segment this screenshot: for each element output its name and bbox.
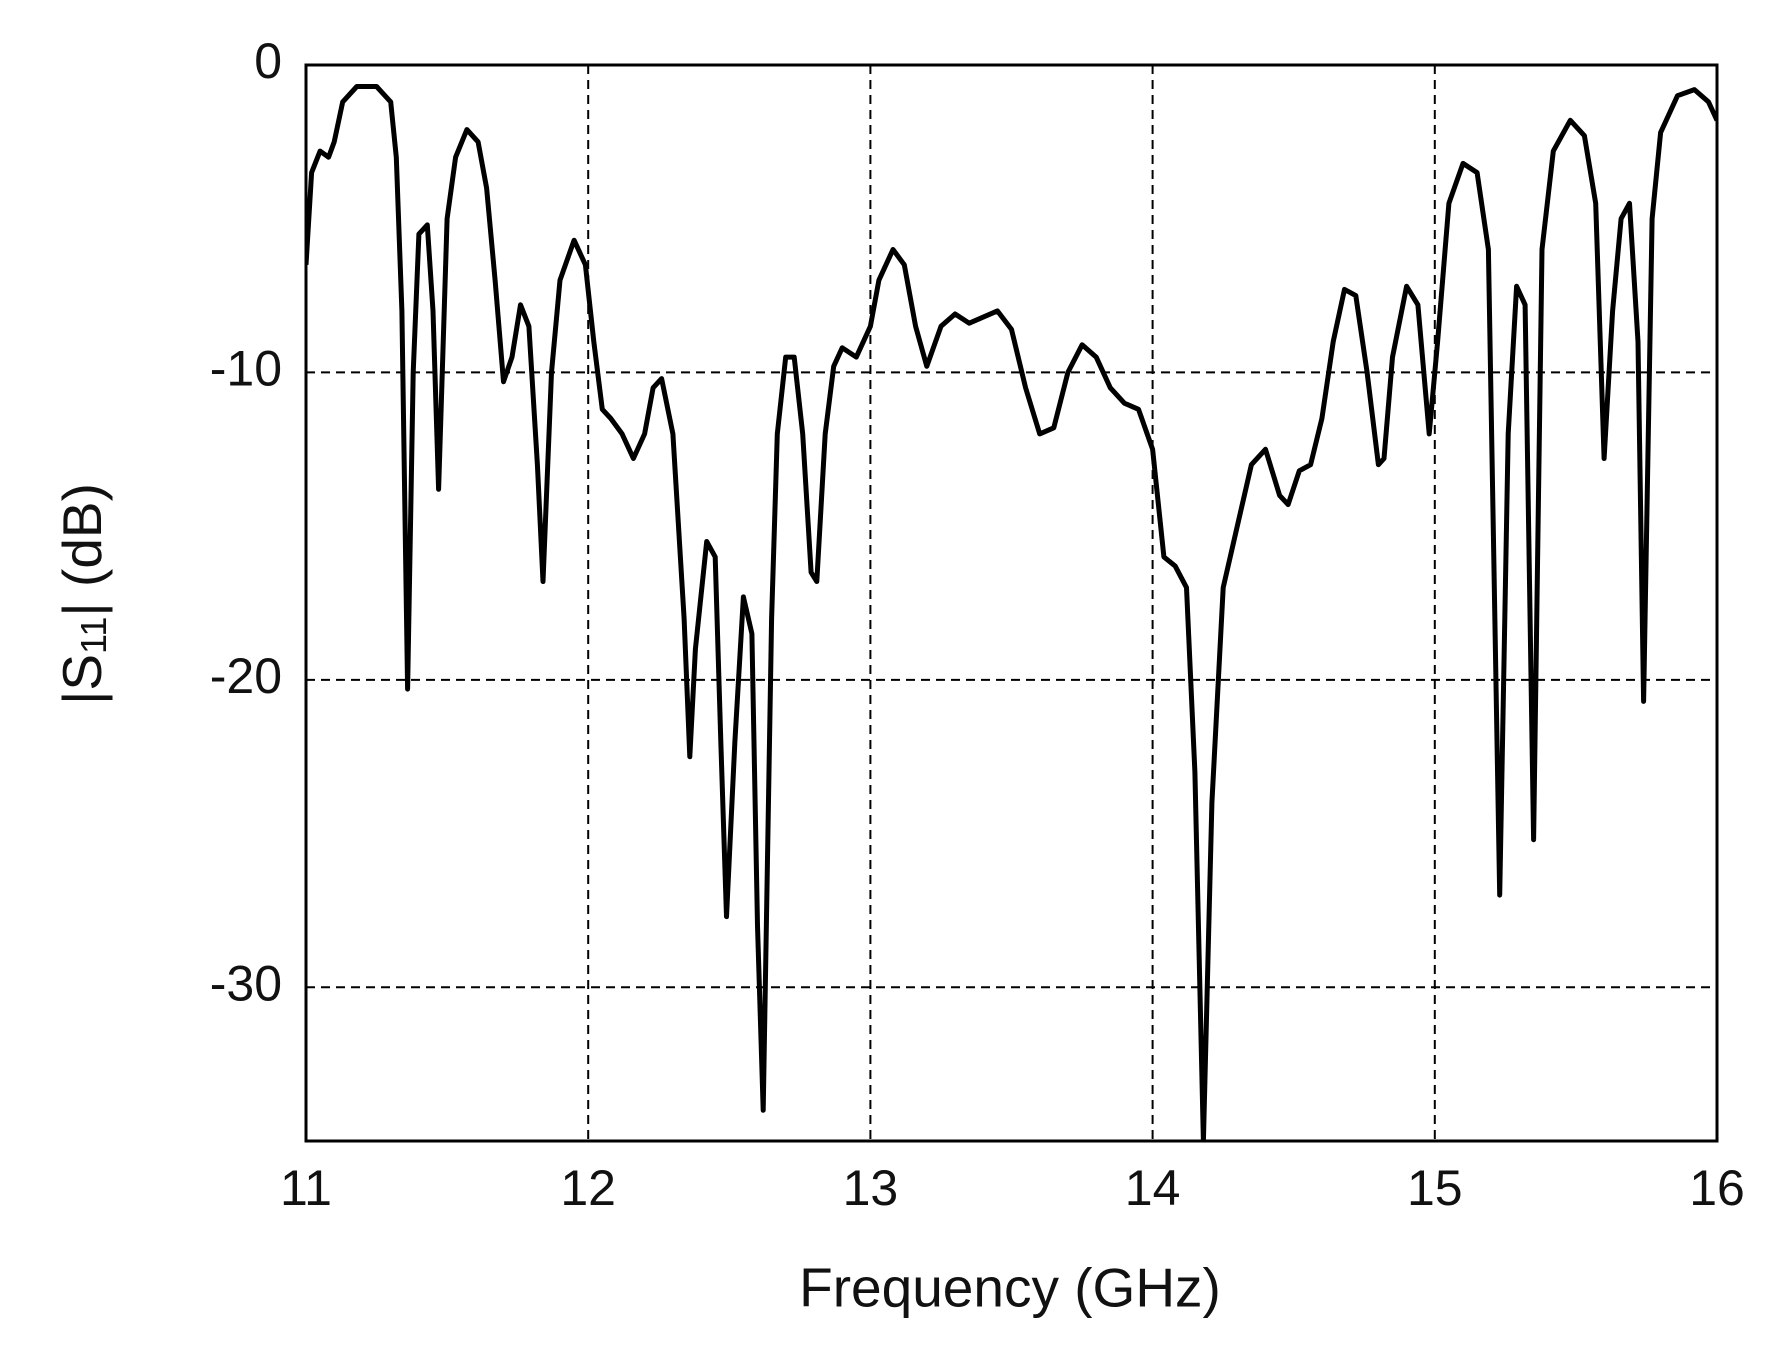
- y-tick-label: -20: [210, 648, 282, 704]
- y-label-part: |S: [51, 654, 113, 705]
- y-tick-label: 0: [254, 33, 282, 89]
- data-line: [306, 84, 1717, 1141]
- y-axis-label: |S11| (dB): [51, 483, 114, 705]
- y-label-subscript: 11: [73, 617, 114, 654]
- x-tick-label: 13: [843, 1160, 899, 1216]
- x-tick-label: 12: [560, 1160, 616, 1216]
- plot-frame: [304, 63, 1719, 1143]
- x-tick-label: 15: [1407, 1160, 1463, 1216]
- x-tick-label: 14: [1125, 1160, 1181, 1216]
- x-tick-label: 16: [1689, 1160, 1745, 1216]
- x-tick-label: 11: [280, 1160, 332, 1216]
- x-axis-label: Frequency (GHz): [799, 1257, 1221, 1319]
- y-tick-label: -30: [210, 955, 282, 1011]
- y-label-part: | (dB): [51, 483, 113, 616]
- y-tick-label: -10: [210, 341, 282, 397]
